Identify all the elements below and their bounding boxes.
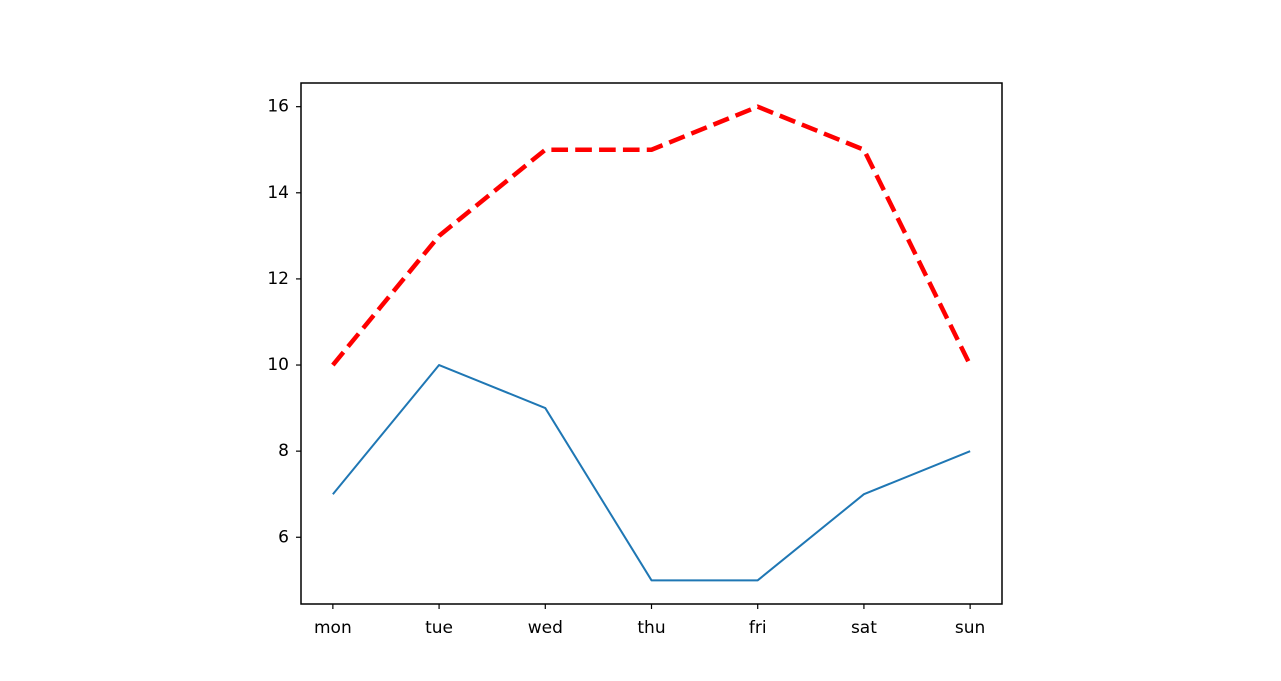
y-tick-label: 8 xyxy=(278,441,289,461)
y-tick-label: 16 xyxy=(267,97,289,117)
y-tick-label: 6 xyxy=(278,527,289,547)
plot-frame xyxy=(300,82,1003,605)
y-tick-label: 10 xyxy=(267,355,289,375)
x-tick-label: mon xyxy=(314,618,352,638)
line-series xyxy=(332,364,971,582)
x-tick-label: thu xyxy=(637,618,665,638)
x-tick-label: tue xyxy=(425,618,453,638)
line-series xyxy=(331,104,973,367)
x-tick-label: sat xyxy=(851,618,877,638)
x-tick-label: sun xyxy=(955,618,985,638)
y-tick-label: 14 xyxy=(267,183,289,203)
y-tick-label: 12 xyxy=(267,269,289,289)
x-tick-label: wed xyxy=(528,618,563,638)
x-tick-label: fri xyxy=(749,618,767,638)
